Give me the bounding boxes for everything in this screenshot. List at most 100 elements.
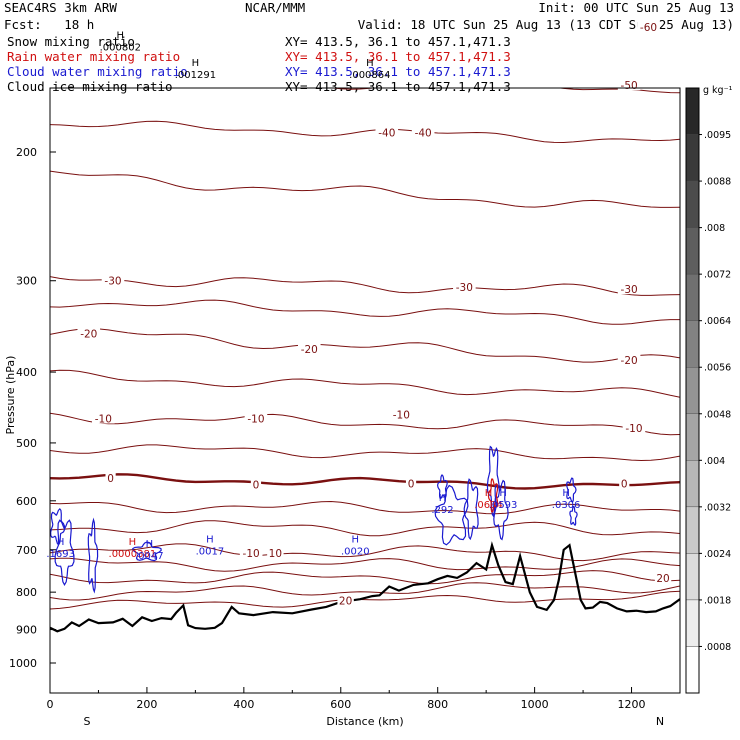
isotherm-plus-5 — [50, 500, 680, 515]
extremum-value: .1693 — [46, 549, 75, 560]
y-tick-label: 1000 — [9, 657, 37, 670]
contour-label-background — [411, 125, 435, 138]
cloud-water-contour — [132, 541, 162, 562]
colorbar-swatch — [685, 134, 700, 182]
extremum-letter: H — [206, 534, 214, 545]
x-tick-label: 1000 — [521, 698, 549, 711]
contour-label-background — [297, 342, 321, 355]
cloud-water-contour — [436, 474, 448, 499]
contour-label: 20 — [339, 595, 352, 607]
contour-label: -10 — [393, 409, 410, 421]
valid-time: Valid: 18 UTC Sun 25 Aug 13 (13 CDT Sun … — [358, 17, 734, 32]
contour-label: -30 — [456, 282, 473, 294]
contour-label: -20 — [80, 328, 97, 340]
extremum-letter: H — [439, 493, 447, 504]
extremum-letter: H — [562, 488, 570, 499]
colorbar-frame — [685, 87, 700, 694]
colorbar-swatch — [685, 227, 700, 275]
colorbar-label: .0024 — [704, 549, 731, 560]
colorbar-label: .0056 — [704, 363, 731, 374]
isotherm-minus-20 — [50, 328, 680, 363]
colorbar-label: .0064 — [704, 316, 731, 327]
colorbar-swatch — [685, 553, 700, 601]
cloud-water-contour — [50, 507, 66, 546]
isotherm-minus-25 — [50, 299, 680, 325]
contour-label-background — [619, 476, 630, 489]
extremum-value: .0000381 — [109, 549, 157, 560]
y-tick-label: 200 — [16, 146, 37, 159]
contour-label-background — [617, 282, 641, 295]
colorbar-label: .0032 — [704, 502, 731, 513]
y-tick-label: 900 — [16, 624, 37, 637]
contour-label: 0 — [253, 480, 260, 492]
contour-label: -10 — [243, 548, 260, 560]
contour-label: 0 — [408, 478, 415, 490]
temperature-contours — [50, 88, 680, 610]
cloud-water-contour — [463, 478, 479, 541]
colorbar-unit: g kg⁻¹ — [703, 85, 733, 96]
init-time: Init: 00 UTC Sun 25 Aug 13 — [538, 0, 734, 15]
extremum-letter: H — [499, 488, 507, 499]
south-label: S — [84, 715, 91, 728]
field-name-cloud-ice: Cloud ice mixing ratio — [7, 79, 173, 94]
contour-label: -30 — [104, 276, 121, 288]
mixing-ratio-contours — [50, 445, 578, 594]
x-tick-label: 0 — [47, 698, 54, 711]
colorbar-swatch — [685, 320, 700, 368]
contour-label: -50 — [621, 80, 638, 92]
header: SEAC4RS 3km ARW NCAR/MMM Init: 00 UTC Su… — [4, 0, 734, 94]
contour-label-background — [654, 570, 672, 583]
extremum-value: .0593 — [489, 500, 518, 511]
extremum-value: .0020 — [341, 546, 370, 557]
contour-label-background — [77, 326, 101, 339]
isotherm-minus-40 — [50, 120, 680, 144]
extremum-value: .292 — [431, 505, 453, 516]
organization: NCAR/MMM — [245, 0, 305, 15]
isotherm-plus-10 — [50, 520, 680, 537]
contour-label: 10 — [269, 548, 282, 560]
isotherm-plus-25 — [50, 582, 680, 601]
xy-line-snow: XY= 413.5, 36.1 to 457.1,471.3 — [285, 34, 511, 49]
contour-label-background — [617, 352, 641, 365]
contour-label: -30 — [621, 284, 638, 296]
extremum-value: .000864 — [349, 70, 390, 81]
field-name-rain: Rain water mixing ratio — [7, 49, 180, 64]
contour-label-background — [375, 125, 399, 138]
extremum-letter: H — [192, 58, 200, 69]
colorbar-label: .0095 — [704, 130, 731, 141]
isotherm-zero — [50, 473, 680, 490]
forecast-hour: Fcst: 18 h — [4, 17, 94, 32]
extremum-letter: H — [57, 537, 65, 548]
contour-label: -20 — [621, 355, 638, 367]
x-axis: 0 200 400 600 800 1000 1200 — [47, 687, 646, 711]
contour-label: -60 — [640, 22, 657, 34]
contour-label-background — [92, 411, 115, 424]
colorbar: .0095 .0088 .008 .0072 .0064 .0056 .0048 .004 .0… — [685, 87, 731, 694]
colorbar-swatch — [685, 180, 700, 228]
cloud-water-contour — [493, 479, 509, 541]
y-tick-label: 400 — [16, 366, 37, 379]
isotherm-minus-10 — [50, 412, 680, 436]
colorbar-swatch — [685, 646, 700, 694]
contour-label-background — [337, 593, 354, 606]
y-axis-title: Pressure (hPa) — [4, 356, 17, 435]
contour-label: -10 — [247, 414, 264, 426]
contour-label-background — [239, 545, 263, 558]
plot-frame — [49, 87, 681, 694]
contour-label-background — [250, 477, 262, 490]
x-axis-title: Distance (km) — [326, 715, 403, 728]
colorbar-label: .004 — [704, 456, 725, 467]
y-tick-label: 300 — [16, 275, 37, 288]
y-tick-label: 600 — [16, 495, 37, 508]
x-tick-label: 400 — [233, 698, 254, 711]
colorbar-swatch — [685, 413, 700, 461]
colorbar-label: .0072 — [704, 270, 731, 281]
xy-line-cloud-ice: XY= 413.5, 36.1 to 457.1,471.3 — [285, 79, 511, 94]
colorbar-swatch — [685, 367, 700, 414]
extremum-letter: H — [352, 534, 360, 545]
colorbar-swatch — [685, 273, 700, 321]
extremum-value: .0047 — [135, 551, 164, 562]
isotherm-plus-15 — [50, 543, 680, 562]
cloud-water-contour — [54, 519, 75, 587]
extremum-letter: H — [366, 58, 374, 69]
